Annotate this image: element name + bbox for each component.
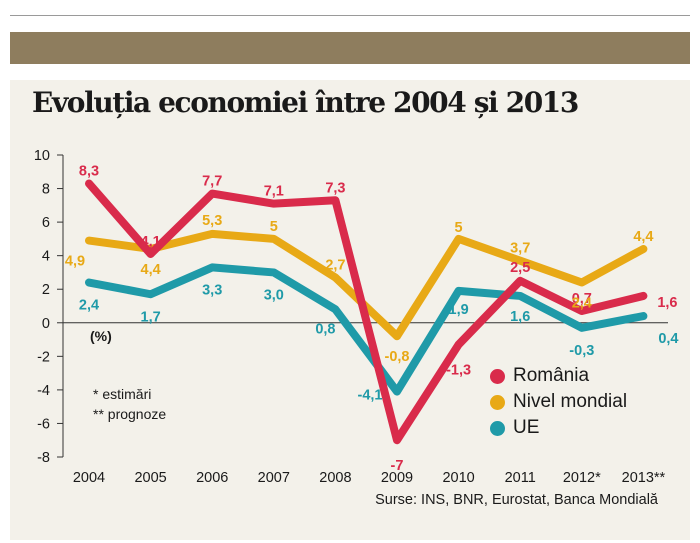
unit-label: (%): [90, 328, 112, 344]
y-tick-label: 8: [42, 182, 50, 198]
data-label-romania: 2,5: [510, 260, 530, 276]
x-tick-label: 2013**: [622, 470, 666, 486]
legend-swatch-world: [490, 394, 505, 410]
data-label-world: 5,3: [202, 213, 222, 229]
data-label-world: -0,8: [385, 349, 410, 365]
data-label-eu: 1,9: [449, 302, 469, 318]
data-label-romania: 1,6: [657, 295, 677, 311]
legend-label-world: Nivel mondial: [513, 391, 628, 412]
data-label-eu: 0,4: [658, 331, 678, 347]
legend-label-eu: UE: [513, 417, 540, 438]
series-line-romania: [85, 179, 648, 445]
data-label-world: 5: [270, 219, 278, 235]
data-label-world: 5: [455, 220, 463, 236]
x-tick-label: 2008: [319, 470, 351, 486]
y-tick-label: 4: [42, 249, 50, 265]
legend-item-world: Nivel mondial: [490, 389, 627, 415]
y-tick-label: 0: [42, 316, 50, 332]
legend-label-romania: România: [513, 365, 590, 386]
data-label-world: 4,4: [141, 262, 161, 278]
legend-swatch-romania: [490, 368, 505, 384]
legend-item-eu: UE: [490, 415, 627, 441]
data-label-romania: 7,3: [325, 180, 345, 196]
data-label-eu: 1,7: [141, 309, 161, 325]
data-label-romania: 7,1: [264, 184, 284, 200]
data-label-romania: 4,1: [141, 234, 161, 250]
legend-item-romania: România: [490, 363, 627, 389]
data-label-romania: 8,3: [79, 164, 99, 180]
y-tick-label: -6: [37, 416, 50, 432]
y-tick-label: 10: [34, 148, 50, 164]
x-tick-label: 2010: [442, 470, 474, 486]
chart-title: Evoluția economiei între 2004 și 2013: [32, 86, 579, 119]
data-label-romania: -1,3: [446, 363, 471, 379]
data-label-romania: 7,7: [202, 174, 222, 190]
y-tick-label: -2: [37, 349, 50, 365]
note-estimates: * estimări: [93, 386, 152, 402]
y-tick-label: 6: [42, 215, 50, 231]
x-tick-label: 2007: [258, 470, 290, 486]
series-line-eu: [85, 263, 648, 396]
data-label-eu: 3,3: [202, 282, 222, 298]
data-label-eu: 2,4: [79, 298, 99, 314]
data-label-world: 2,4: [572, 296, 592, 312]
legend: România Nivel mondial UE: [490, 363, 627, 441]
data-label-romania: 0,7: [572, 291, 592, 307]
y-tick-label: -8: [37, 450, 50, 466]
data-label-romania: -7: [391, 458, 404, 474]
y-tick-label: 2: [42, 282, 50, 298]
data-label-eu: 0,8: [315, 321, 335, 337]
x-tick-label: 2011: [505, 470, 536, 486]
x-tick-label: 2005: [134, 470, 166, 486]
x-tick-label: 2004: [73, 470, 105, 486]
data-label-world: 4,9: [65, 254, 85, 270]
data-label-eu: 1,6: [510, 309, 530, 325]
data-label-eu: -4,1: [358, 388, 383, 404]
header-band: [10, 32, 690, 64]
data-label-world: 3,7: [510, 241, 530, 257]
source-note: Surse: INS, BNR, Eurostat, Banca Mondial…: [375, 492, 658, 508]
top-divider: [10, 15, 690, 16]
y-tick-label: -4: [37, 383, 50, 399]
x-tick-label: 2006: [196, 470, 228, 486]
x-tick-label: 2009: [381, 470, 413, 486]
x-tick-label: 2012*: [563, 470, 601, 486]
data-label-world: 2,7: [325, 257, 345, 273]
data-label-world: 4,4: [633, 229, 653, 245]
data-label-eu: -0,3: [569, 343, 594, 359]
data-label-eu: 3,0: [264, 287, 284, 303]
legend-swatch-eu: [490, 420, 505, 436]
note-forecasts: ** prognoze: [93, 406, 167, 422]
